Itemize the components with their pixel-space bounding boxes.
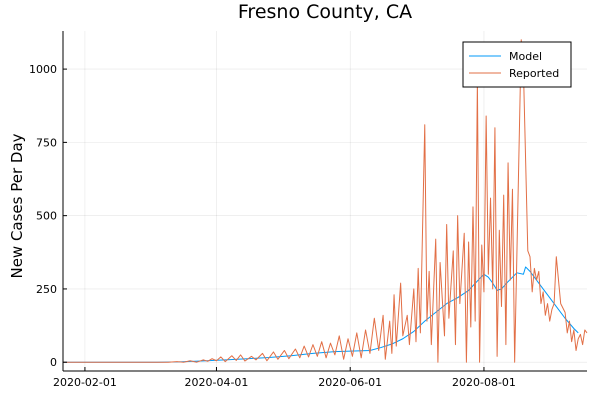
y-tick-label-3: 750 <box>36 136 57 149</box>
chart-title: Fresno County, CA <box>238 1 412 23</box>
axes <box>62 31 587 372</box>
y-tick-label-4: 1000 <box>29 63 57 76</box>
legend-label-reported: Reported <box>509 67 559 80</box>
legend: Model Reported <box>462 41 572 88</box>
tick-labels: 2020-02-01 2020-04-01 2020-06-01 2020-08-01… <box>29 63 516 389</box>
legend-label-model: Model <box>509 50 542 63</box>
x-tick-label-3: 2020-08-01 <box>452 376 516 389</box>
y-tick-label-0: 0 <box>50 356 57 369</box>
x-tick-label-0: 2020-02-01 <box>53 376 117 389</box>
x-tick-label-1: 2020-04-01 <box>185 376 249 389</box>
y-axis-label: New Cases Per Day <box>8 133 26 278</box>
x-tick-label-2: 2020-06-01 <box>318 376 382 389</box>
series-group <box>63 39 588 363</box>
series-line-reported <box>63 39 588 363</box>
y-tick-label-1: 250 <box>36 283 57 296</box>
legend-box <box>462 41 572 88</box>
y-tick-label-2: 500 <box>36 210 57 223</box>
